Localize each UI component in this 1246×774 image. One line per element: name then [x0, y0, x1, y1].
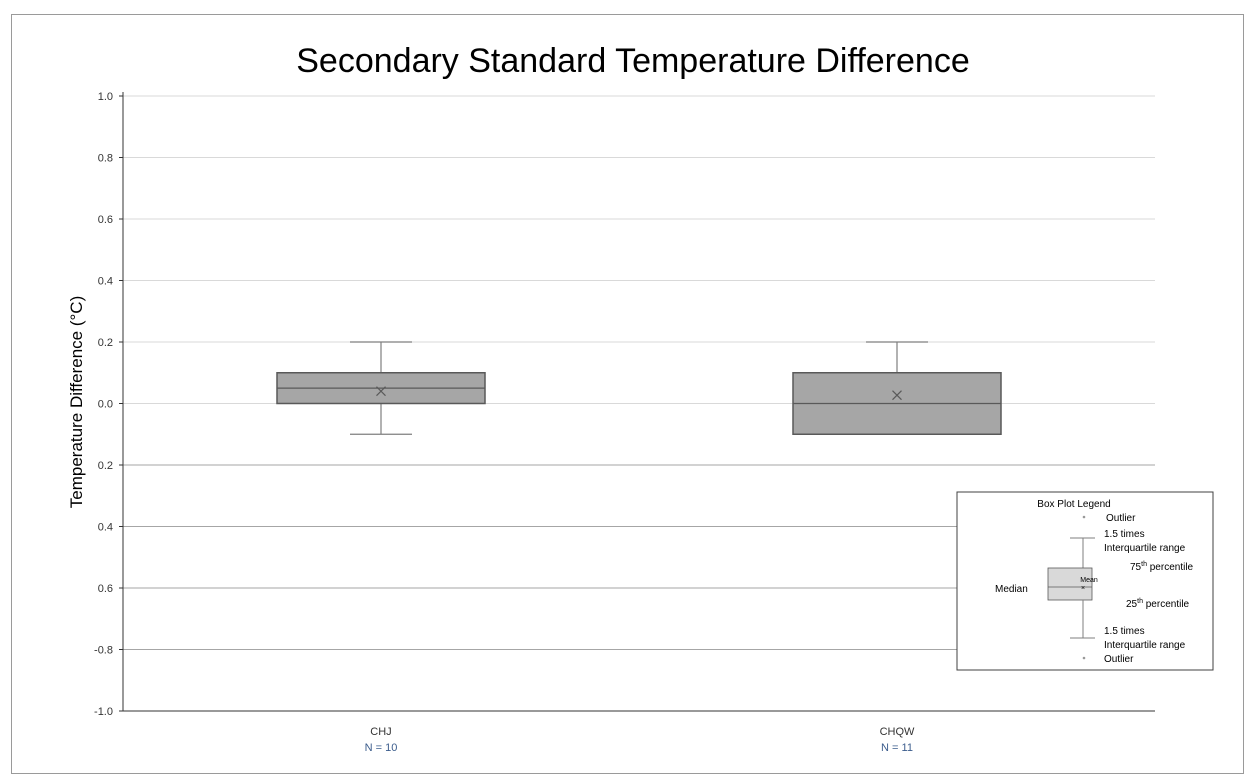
legend-outlier-top-marker [1082, 515, 1086, 519]
legend-25th-percentile: 25th percentile [1126, 598, 1190, 610]
chart-title: Secondary Standard Temperature Differenc… [296, 42, 969, 80]
y-tick-label: 0.2 [98, 337, 113, 349]
legend-title: Box Plot Legend [1037, 499, 1110, 510]
y-tick-label: 0.4 [98, 276, 113, 288]
legend-whisker-bot-line1: 1.5 times [1104, 626, 1145, 637]
mean-marker [892, 390, 902, 401]
y-tick-label: -1.0 [94, 706, 113, 718]
y-tick-label: 1.0 [98, 91, 113, 103]
legend-outlier-bot-marker [1082, 656, 1086, 660]
y-tick-label: -0.8 [94, 645, 113, 657]
legend-75th-percentile: 75th percentile [1130, 561, 1194, 573]
y-axis-label: Temperature Difference (°C) [67, 296, 86, 508]
legend-box [1047, 567, 1093, 601]
y-tick-label: 0.2 [98, 460, 113, 472]
y-tick-label: 0.4 [98, 522, 113, 534]
y-tick-label: 0.0 [98, 399, 113, 411]
category-labels: CHJ N = 10 CHQW N = 11 [365, 726, 915, 754]
mean-marker [376, 386, 386, 397]
legend-outlier-bot: Outlier [1104, 654, 1134, 665]
box-plots [276, 341, 1002, 435]
y-tick-label: 0.6 [98, 214, 113, 226]
box-plot-legend: Box Plot Legend Outlier 1.5 times Interq… [956, 491, 1214, 671]
box-plot-chj [276, 341, 486, 435]
y-tick-label: 0.8 [98, 153, 113, 165]
legend-whisker-top-line1: 1.5 times [1104, 529, 1145, 540]
legend-whisker-top-line2: Interquartile range [1104, 543, 1186, 554]
category-label: CHQW [880, 726, 915, 738]
legend-median: Median [995, 584, 1028, 595]
category-label: CHJ [370, 726, 391, 738]
legend-mean-label: Mean [1080, 577, 1098, 584]
legend-whisker-bot-line2: Interquartile range [1104, 640, 1186, 651]
y-tick-labels: 1.0 0.8 0.6 0.4 0.2 0.0 0.2 0.4 0.6 -0.8 -1.0 [94, 91, 113, 718]
legend-mean-marker: × [1081, 585, 1085, 592]
sample-count-label: N = 10 [365, 742, 398, 754]
sample-count-label: N = 11 [881, 742, 913, 754]
y-tick-label: 0.6 [98, 583, 113, 595]
box-plot-chqw [792, 341, 1002, 435]
legend-outlier-top: Outlier [1106, 513, 1136, 524]
